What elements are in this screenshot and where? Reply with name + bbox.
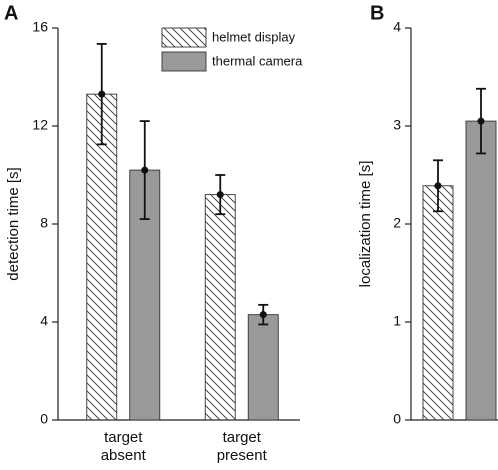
bar: [247, 314, 279, 421]
y-tick-label: 0: [40, 411, 48, 427]
y-tick-label: 12: [32, 117, 48, 133]
y-tick-label: 2: [393, 215, 401, 231]
legend-swatch: [161, 27, 207, 48]
y-tick-label: 4: [40, 313, 48, 329]
x-tick-label: absent: [101, 447, 147, 464]
mean-dot: [259, 311, 267, 319]
y-tick-label: 8: [40, 215, 48, 231]
panel-label: B: [370, 2, 384, 24]
mean-dot: [477, 117, 485, 125]
legend-swatch: [161, 51, 207, 72]
x-tick-label: target: [104, 429, 143, 446]
bar: [422, 185, 454, 421]
legend-label: helmet display: [212, 29, 296, 44]
mean-dot: [216, 191, 224, 199]
y-tick-label: 4: [393, 19, 401, 35]
y-tick-label: 0: [393, 411, 401, 427]
mean-dot: [141, 166, 149, 174]
x-tick-label: target: [223, 429, 262, 446]
y-tick-label: 1: [393, 313, 401, 329]
bar: [465, 120, 497, 421]
x-tick-label: present: [217, 447, 268, 464]
y-axis-label: detection time [s]: [5, 167, 22, 280]
mean-dot: [98, 90, 106, 98]
panel-label: A: [4, 2, 18, 24]
legend-label: thermal camera: [212, 53, 303, 68]
mean-dot: [434, 182, 442, 190]
y-tick-label: 3: [393, 117, 401, 133]
bar: [86, 93, 118, 421]
y-tick-label: 16: [32, 19, 48, 35]
bar: [204, 194, 236, 421]
y-axis-label: localization time [s]: [357, 161, 374, 288]
